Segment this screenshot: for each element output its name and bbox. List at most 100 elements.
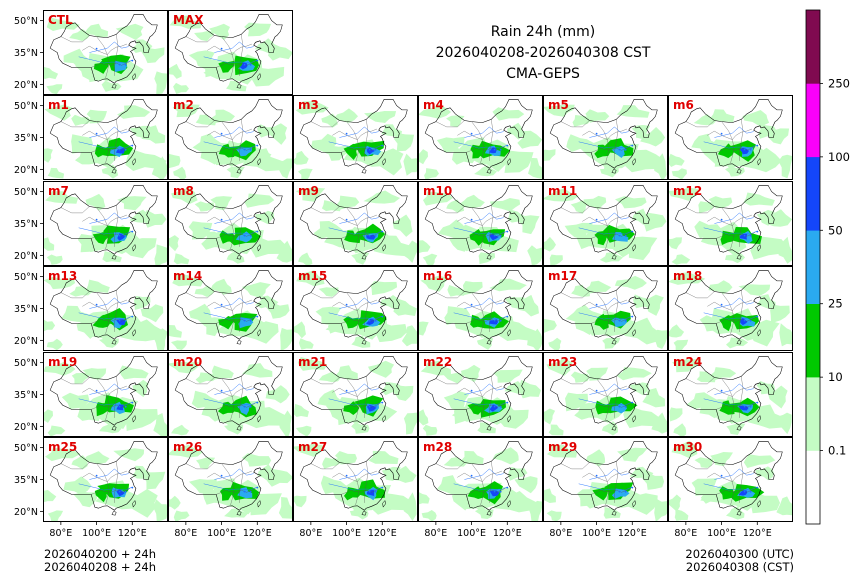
- province-border: [716, 402, 756, 410]
- lake: [595, 389, 598, 392]
- rain-area-light: [368, 148, 404, 176]
- rain-field: [168, 270, 293, 351]
- province-border: [364, 290, 369, 332]
- lat-tick-label: 50°N: [14, 272, 38, 283]
- title-line-period: 2026040208-2026040308 CST: [436, 45, 651, 61]
- basemap: [49, 356, 158, 431]
- panel-label-m12: m12: [673, 184, 702, 198]
- river: [203, 141, 258, 149]
- rain-area-light: [698, 201, 715, 214]
- lake: [749, 405, 752, 408]
- panel-frame: [543, 352, 668, 437]
- rain-area-light: [381, 466, 401, 481]
- rain-area-rainstorm: [239, 62, 248, 70]
- rain-area-light: [140, 47, 165, 64]
- lake: [499, 490, 502, 493]
- rain-area-light: [194, 285, 215, 298]
- rain-area-light: [173, 82, 189, 94]
- rain-area-moderate: [92, 314, 111, 328]
- river: [89, 383, 129, 395]
- rain-area-light: [600, 166, 619, 178]
- province-border: [489, 205, 494, 247]
- rain-area-light: [171, 187, 198, 205]
- panel-m13: m13: [43, 266, 168, 351]
- rain-area-light: [254, 38, 276, 53]
- national-border: [424, 441, 533, 476]
- rain-area-light: [776, 496, 793, 516]
- province-border: [591, 145, 631, 153]
- rain-area-light: [295, 187, 326, 202]
- rain-area-moderate: [94, 485, 108, 503]
- panel-label-m21: m21: [298, 355, 327, 369]
- province-border: [716, 231, 756, 239]
- province-border: [310, 206, 340, 214]
- rain-area-light: [171, 340, 187, 350]
- river: [78, 312, 133, 320]
- lat-tick-label: 35°N: [14, 219, 38, 230]
- lon-tick-label: 100°E: [82, 528, 111, 539]
- island: [632, 328, 636, 337]
- coastline: [235, 378, 276, 426]
- province-border: [560, 206, 590, 214]
- lake: [595, 303, 598, 306]
- rain-area-light: [195, 372, 218, 384]
- rain-area-light: [85, 193, 106, 211]
- lake: [256, 230, 259, 233]
- rain-area-light: [368, 360, 395, 378]
- province-border: [341, 231, 381, 239]
- rain-area-light: [668, 494, 682, 512]
- province-border: [221, 292, 235, 335]
- rain-area-light: [725, 166, 745, 177]
- rain-area-light: [570, 200, 589, 214]
- rain-area-light: [726, 423, 746, 435]
- basemap: [674, 270, 783, 345]
- panel-label-m1: m1: [48, 98, 69, 112]
- national-border: [174, 132, 237, 167]
- island: [611, 426, 617, 431]
- rain-area-light: [153, 499, 168, 522]
- lake: [368, 319, 371, 322]
- river: [589, 468, 629, 480]
- coastline: [735, 292, 776, 340]
- panel-m17: m17: [543, 266, 668, 351]
- river: [453, 227, 508, 235]
- province-border: [739, 290, 744, 332]
- island: [236, 340, 242, 345]
- rain-area-light: [46, 84, 63, 95]
- rain-field: [669, 356, 792, 437]
- rain-area-light: [671, 440, 698, 459]
- colorbar-level-label: 250: [828, 76, 850, 90]
- province-border: [91, 145, 131, 153]
- coastline: [485, 292, 526, 340]
- panel-max: MAX: [168, 10, 293, 95]
- province-border: [185, 35, 215, 43]
- national-border: [174, 270, 283, 305]
- rain-area-rainstorm: [365, 319, 375, 326]
- province-border: [185, 120, 215, 128]
- island: [382, 328, 386, 337]
- province-border: [341, 316, 381, 324]
- rain-area-light: [46, 338, 63, 351]
- panel-frame: [43, 10, 168, 95]
- lake: [381, 486, 384, 489]
- province-border: [471, 121, 485, 164]
- rain-area-light: [173, 253, 190, 265]
- rain-area-light: [447, 285, 466, 297]
- island: [736, 255, 742, 260]
- rain-area-rainstorm: [116, 404, 124, 411]
- river: [78, 227, 133, 235]
- national-border: [299, 356, 408, 391]
- lake: [756, 315, 759, 318]
- province-border: [466, 402, 506, 410]
- province-border: [185, 462, 215, 470]
- rain-area-light: [543, 104, 575, 117]
- footer-init-utc: 2026040200 + 24h: [44, 547, 157, 561]
- rain-field: [168, 441, 293, 522]
- lake: [631, 315, 634, 318]
- rain-area-light: [653, 153, 667, 180]
- rain-area-light: [499, 319, 539, 342]
- rain-area-light: [154, 244, 168, 266]
- rain-area-moderate: [344, 230, 361, 244]
- rain-area-moderate: [467, 486, 486, 499]
- rain-area-light: [401, 325, 418, 347]
